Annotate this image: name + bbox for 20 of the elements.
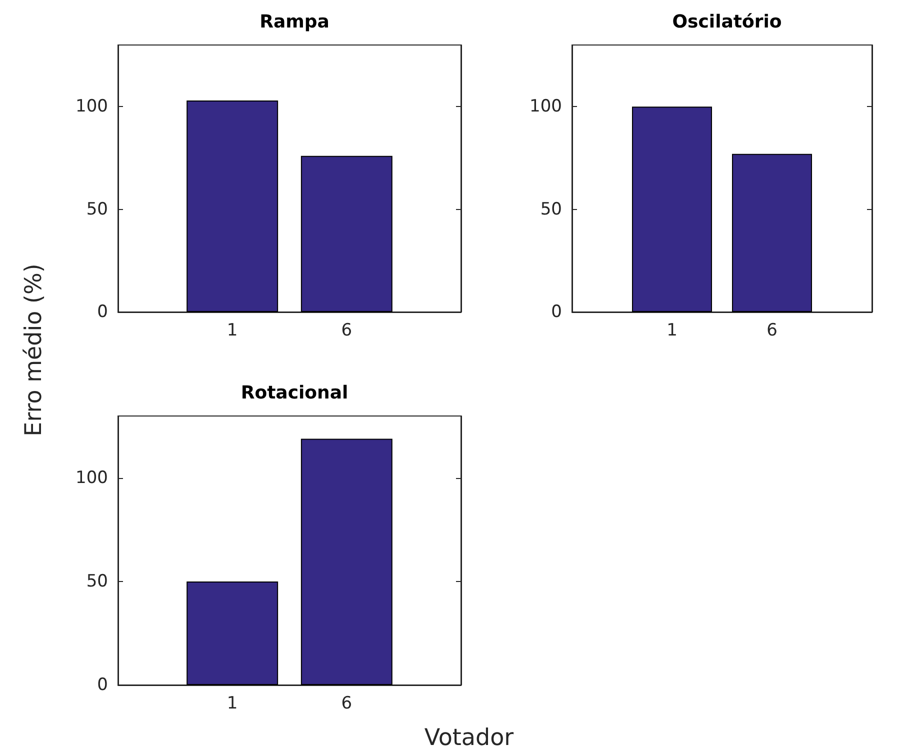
chart-title: Oscilatório <box>672 12 782 32</box>
y-tick-label: 50 <box>86 199 108 220</box>
x-tick-label: 6 <box>766 320 778 340</box>
y-tick-label: 100 <box>76 468 108 488</box>
x-tick-label: 6 <box>341 320 352 340</box>
y-tick-label: 100 <box>76 96 108 117</box>
y-tick-label: 0 <box>551 302 562 322</box>
x-tick-label: 6 <box>341 694 352 714</box>
x-tick-label: 1 <box>226 694 238 714</box>
x-tick-label: 1 <box>666 320 678 340</box>
x-axis-title: Votador <box>424 725 514 751</box>
y-tick-label: 100 <box>530 96 562 117</box>
chart-title: Rotacional <box>240 382 348 404</box>
y-axis-title: Erro médio (%) <box>21 264 47 436</box>
y-tick-label: 50 <box>86 572 108 592</box>
chart-title: Rampa <box>260 12 330 32</box>
y-tick-label: 50 <box>540 199 562 220</box>
x-tick-label: 1 <box>226 320 238 340</box>
y-tick-label: 0 <box>97 302 108 322</box>
y-tick-label: 0 <box>97 675 108 695</box>
